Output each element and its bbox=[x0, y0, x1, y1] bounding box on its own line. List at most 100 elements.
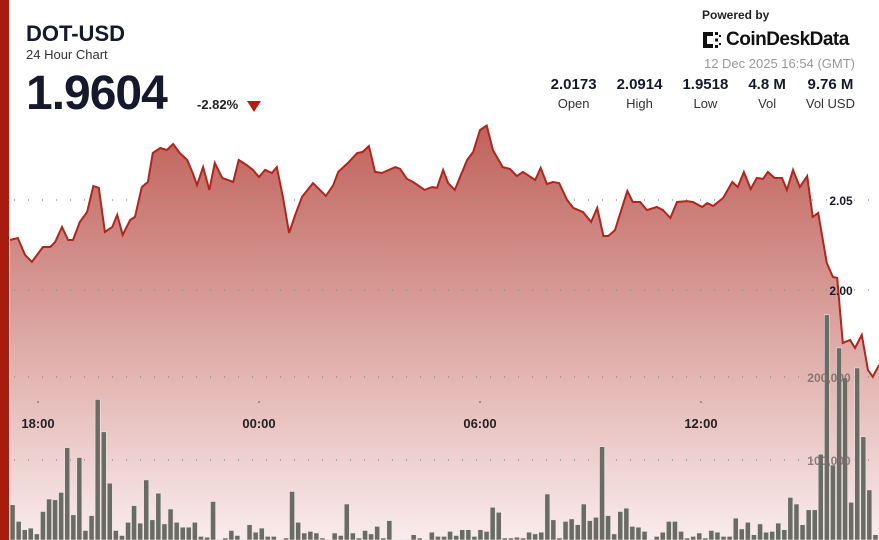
volume-bar bbox=[52, 499, 58, 540]
x-tick bbox=[479, 401, 481, 403]
volume-bar bbox=[860, 436, 867, 540]
volume-bar bbox=[501, 537, 508, 540]
axis-labels: 18:00 00:00 06:00 12:00 2.05 2.00 200,000 100,0… bbox=[21, 194, 853, 468]
volume-bar bbox=[574, 524, 581, 540]
volume-bar bbox=[410, 534, 417, 540]
volume-bar bbox=[854, 367, 861, 540]
volume-bar bbox=[119, 535, 125, 540]
volume-bar bbox=[125, 521, 131, 540]
volume-bar bbox=[562, 521, 569, 540]
volume-bar bbox=[301, 532, 308, 540]
volume-bar bbox=[623, 507, 630, 540]
volume-bar bbox=[161, 523, 168, 540]
stat-value: 2.0173 bbox=[550, 76, 597, 93]
coindesk-logo-icon bbox=[703, 32, 721, 48]
volume-bar bbox=[428, 531, 435, 540]
current-price: 1.9604 bbox=[26, 67, 168, 120]
volume-bar bbox=[586, 520, 593, 540]
timestamp: 12 Dec 2025 16:54 (GMT) bbox=[703, 56, 855, 71]
volume-bar bbox=[811, 509, 818, 540]
volume-bar bbox=[40, 511, 46, 540]
volume-bar bbox=[744, 521, 751, 540]
volume-bar bbox=[289, 491, 295, 540]
stat-label: Open bbox=[557, 96, 590, 111]
stat-label: Vol bbox=[758, 96, 777, 111]
x-tick-label: 12:00 bbox=[684, 416, 717, 431]
volume-bar bbox=[386, 520, 393, 540]
volume-bar bbox=[708, 530, 715, 540]
volume-bar bbox=[459, 529, 466, 540]
volume-bar bbox=[568, 518, 575, 540]
volume-bar bbox=[580, 503, 587, 540]
stat-label: Vol USD bbox=[805, 96, 855, 111]
x-tick-label: 18:00 bbox=[21, 416, 54, 431]
stat-high: 2.0914 High bbox=[617, 76, 663, 111]
volume-bar bbox=[866, 489, 873, 540]
down-arrow-icon bbox=[247, 101, 261, 112]
volume-bar bbox=[192, 521, 198, 540]
volume-bar bbox=[544, 493, 551, 540]
volume-bar bbox=[726, 536, 733, 540]
volume-bar bbox=[617, 511, 624, 540]
volume-tick-label: 200,000 bbox=[807, 371, 851, 385]
volume-bar bbox=[283, 537, 289, 540]
volume-bar bbox=[817, 453, 824, 540]
volume-bar bbox=[337, 535, 344, 540]
price-area bbox=[10, 125, 879, 540]
coindesk-logo: CoinDeskData bbox=[702, 29, 849, 51]
y-tick-label: 2.05 bbox=[829, 194, 853, 208]
volume-bar bbox=[46, 498, 52, 540]
volume-bar bbox=[599, 446, 605, 540]
volume-bar bbox=[106, 482, 113, 540]
volume-bar bbox=[343, 503, 350, 540]
volume-bar bbox=[514, 536, 520, 540]
volume-bar bbox=[131, 505, 137, 540]
volume-bar bbox=[635, 526, 642, 540]
volume-bar bbox=[94, 399, 101, 540]
volume-bar bbox=[526, 531, 532, 540]
volume-bar bbox=[173, 521, 180, 540]
volume-bar bbox=[447, 531, 453, 540]
volume-bar bbox=[64, 447, 71, 540]
volume-bar bbox=[100, 431, 107, 540]
stat-label: Low bbox=[693, 96, 718, 111]
volume-bar bbox=[678, 531, 684, 540]
volume-bar bbox=[331, 532, 338, 540]
volume-bar bbox=[465, 529, 472, 540]
volume-bar bbox=[605, 515, 611, 540]
volume-bar bbox=[349, 532, 356, 540]
volume-bar bbox=[684, 537, 690, 540]
stat-low: 1.9518 Low bbox=[682, 76, 728, 111]
price-change: -2.82% bbox=[197, 97, 239, 112]
stat-open: 2.0173 Open bbox=[551, 76, 597, 111]
volume-bar bbox=[210, 501, 216, 540]
volume-bar bbox=[76, 457, 83, 540]
volume-bar bbox=[295, 521, 302, 540]
volume-bar bbox=[149, 519, 156, 540]
volume-bar bbox=[143, 479, 150, 540]
volume-bar bbox=[532, 533, 538, 540]
volume-bar bbox=[270, 536, 277, 540]
volume-bar bbox=[222, 537, 229, 540]
volume-bar bbox=[611, 533, 617, 540]
volume-bar bbox=[82, 530, 89, 540]
volume-bar bbox=[696, 532, 703, 540]
x-tick bbox=[37, 401, 39, 403]
volume-bar bbox=[836, 347, 842, 540]
volume-bar bbox=[27, 527, 34, 540]
volume-bar bbox=[483, 531, 490, 540]
volume-bar bbox=[435, 536, 441, 540]
volume-bar bbox=[380, 537, 387, 540]
volume-bar bbox=[362, 530, 368, 540]
stat-label: High bbox=[626, 96, 653, 111]
volume-bar bbox=[356, 537, 362, 540]
volume-bar bbox=[33, 533, 40, 540]
volume-bar bbox=[738, 528, 745, 540]
volume-bar bbox=[88, 515, 95, 540]
volume-tick-label: 100,000 bbox=[807, 454, 851, 468]
volume-bars bbox=[9, 314, 879, 540]
volume-bar bbox=[453, 535, 460, 540]
volume-bar bbox=[198, 536, 204, 540]
price-line bbox=[9, 123, 879, 379]
volume-bar bbox=[781, 529, 788, 540]
